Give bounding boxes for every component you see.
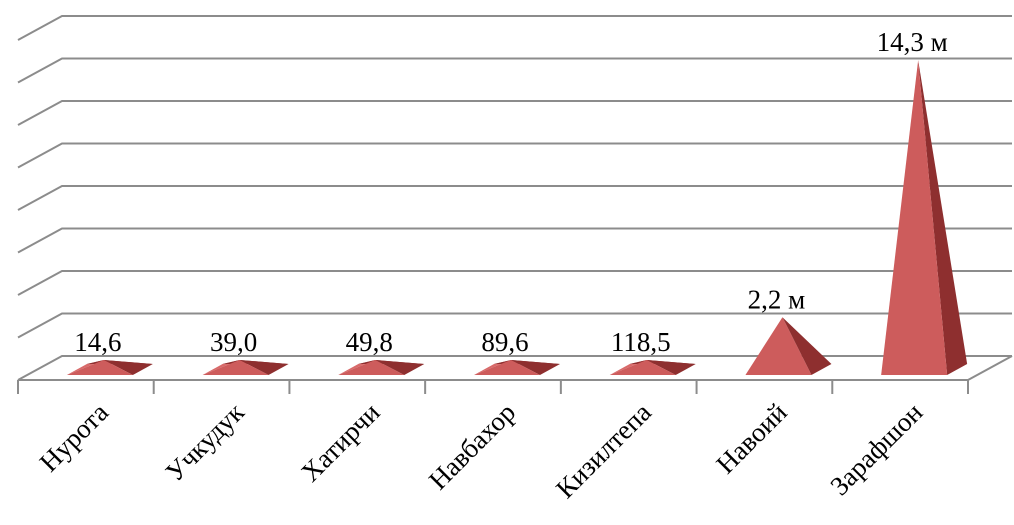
pyramid-bar: [745, 317, 832, 375]
data-label: 39,0: [210, 327, 257, 357]
data-label: 2,2 м: [748, 284, 806, 314]
pyramids: [66, 60, 968, 375]
gridline: [17, 227, 1012, 254]
pyramid-bar: [202, 360, 289, 375]
pyramid-side-face: [375, 360, 425, 375]
pyramid-front-face: [881, 60, 948, 375]
pyramid-side-face: [782, 317, 832, 375]
category-label: Навоий: [710, 397, 792, 479]
data-labels: 14,6 39,0 49,8 89,6 118,5 2,2 м 14,3 м: [74, 27, 947, 357]
pyramid-front-face: [474, 360, 540, 375]
pyramid-front-face: [338, 360, 405, 375]
category-label: Учкудук: [160, 396, 251, 487]
gridline: [17, 57, 1012, 84]
data-label: 14,6: [74, 327, 121, 357]
category-label: Кизилтепа: [550, 397, 657, 504]
data-label: 49,8: [346, 327, 393, 357]
gridline: [17, 100, 1012, 126]
pyramid-side-face: [103, 360, 153, 375]
gridline: [17, 142, 1012, 169]
pyramid-front-face: [202, 360, 269, 375]
pyramid-bar: [474, 360, 560, 375]
pyramid-front-face: [66, 360, 133, 375]
category-label: Хатирчи: [295, 397, 385, 487]
pyramid-bar: [881, 60, 968, 375]
gridline: [17, 312, 1012, 339]
data-label: 89,6: [481, 327, 528, 357]
category-labels: Нурота Учкудук Хатирчи Навбахор Кизилтепа Нав…: [34, 396, 929, 504]
pyramid-bar: [338, 360, 425, 375]
floor-edge: [967, 355, 1013, 381]
category-label: Нурота: [34, 397, 114, 477]
gridline: [17, 15, 1012, 41]
pyramid-front-face: [745, 317, 812, 375]
pyramid-side-face: [646, 360, 696, 375]
data-label: 14,3 м: [877, 27, 948, 57]
pyramid-side-face: [239, 360, 289, 375]
pyramid-side-face: [511, 360, 560, 375]
pyramid-front-face: [609, 360, 676, 375]
category-label: Навбахор: [423, 397, 521, 495]
pyramid-side-face: [918, 60, 968, 375]
pyramid-bar: [66, 360, 153, 375]
category-axis: [17, 355, 1013, 394]
data-label: 118,5: [611, 327, 671, 357]
pyramid-bar: [609, 360, 696, 375]
category-label: Зарафшон: [824, 397, 928, 501]
gridline: [17, 270, 1012, 296]
gridline: [17, 185, 1012, 211]
gridlines: [17, 15, 1012, 381]
gridline: [17, 355, 1012, 381]
